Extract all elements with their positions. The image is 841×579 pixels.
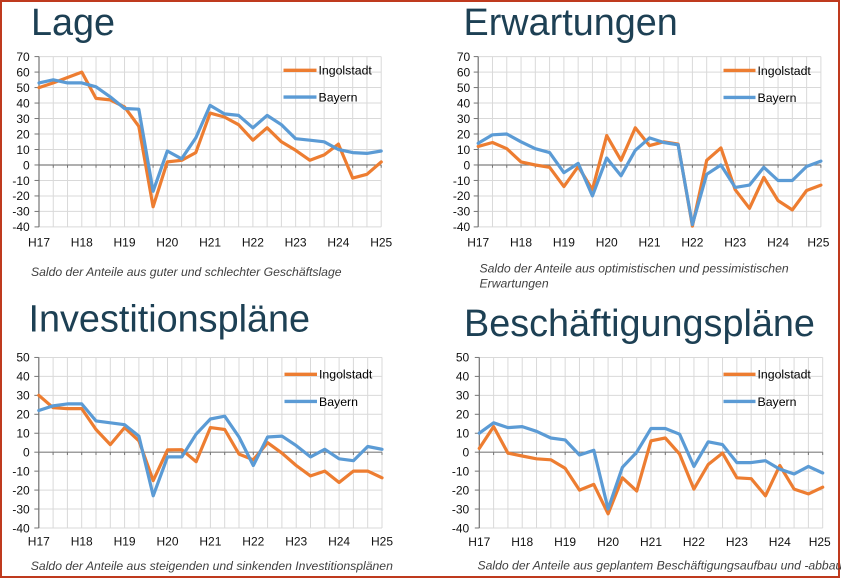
svg-text:10: 10 xyxy=(456,427,470,441)
svg-text:40: 40 xyxy=(16,370,30,384)
svg-text:20: 20 xyxy=(457,127,471,141)
svg-text:Ingolstadt: Ingolstadt xyxy=(758,64,812,78)
svg-text:70: 70 xyxy=(457,50,471,64)
svg-text:H19: H19 xyxy=(553,236,575,250)
svg-text:H18: H18 xyxy=(71,535,93,549)
svg-text:70: 70 xyxy=(16,50,30,64)
svg-text:-20: -20 xyxy=(12,483,30,497)
svg-text:Lage: Lage xyxy=(31,2,115,44)
svg-text:H17: H17 xyxy=(28,236,50,250)
svg-text:H21: H21 xyxy=(199,236,221,250)
svg-text:50: 50 xyxy=(16,351,30,365)
svg-text:H25: H25 xyxy=(371,535,393,549)
svg-text:-30: -30 xyxy=(12,205,30,219)
svg-text:H24: H24 xyxy=(328,535,350,549)
svg-text:H17: H17 xyxy=(467,236,489,250)
svg-text:-40: -40 xyxy=(12,220,30,234)
svg-text:H25: H25 xyxy=(370,236,392,250)
svg-text:-20: -20 xyxy=(453,189,471,203)
svg-text:50: 50 xyxy=(456,351,470,365)
svg-text:Erwartungen: Erwartungen xyxy=(480,276,549,290)
svg-text:60: 60 xyxy=(16,65,30,79)
svg-text:30: 30 xyxy=(16,112,30,126)
svg-text:60: 60 xyxy=(457,65,471,79)
svg-text:10: 10 xyxy=(457,143,471,157)
svg-text:-10: -10 xyxy=(453,174,471,188)
svg-text:50: 50 xyxy=(16,81,30,95)
svg-text:-10: -10 xyxy=(12,464,30,478)
svg-text:Erwartungen: Erwartungen xyxy=(464,2,678,44)
svg-text:-30: -30 xyxy=(452,502,470,516)
svg-text:Bayern: Bayern xyxy=(319,91,358,105)
svg-text:H22: H22 xyxy=(242,535,264,549)
svg-text:H24: H24 xyxy=(767,236,789,250)
svg-text:H24: H24 xyxy=(769,535,791,549)
svg-text:Investitionspläne: Investitionspläne xyxy=(29,298,311,340)
svg-text:0: 0 xyxy=(23,158,30,172)
svg-text:-20: -20 xyxy=(12,189,30,203)
svg-text:Ingolstadt: Ingolstadt xyxy=(758,368,812,382)
svg-text:Saldo der Anteile aus steigend: Saldo der Anteile aus steigenden und sin… xyxy=(31,559,393,573)
svg-text:20: 20 xyxy=(16,408,30,422)
svg-text:40: 40 xyxy=(457,96,471,110)
svg-text:H23: H23 xyxy=(724,236,746,250)
svg-text:H19: H19 xyxy=(113,236,135,250)
svg-text:Saldo der Anteile aus geplante: Saldo der Anteile aus geplantem Beschäft… xyxy=(478,558,841,572)
svg-text:Bayern: Bayern xyxy=(758,91,797,105)
svg-text:H19: H19 xyxy=(114,535,136,549)
svg-text:H17: H17 xyxy=(28,535,50,549)
svg-text:10: 10 xyxy=(16,427,30,441)
svg-text:H20: H20 xyxy=(156,236,178,250)
svg-text:H21: H21 xyxy=(199,535,221,549)
svg-text:0: 0 xyxy=(464,158,471,172)
svg-text:H20: H20 xyxy=(596,236,618,250)
svg-text:Beschäftigungspläne: Beschäftigungspläne xyxy=(464,303,815,345)
svg-text:H25: H25 xyxy=(807,236,829,250)
svg-text:H23: H23 xyxy=(285,535,307,549)
svg-text:H22: H22 xyxy=(683,535,705,549)
svg-text:Ingolstadt: Ingolstadt xyxy=(319,368,373,382)
svg-text:-10: -10 xyxy=(452,464,470,478)
svg-text:Bayern: Bayern xyxy=(319,395,358,409)
svg-text:H22: H22 xyxy=(681,236,703,250)
svg-text:H17: H17 xyxy=(468,535,490,549)
svg-text:Bayern: Bayern xyxy=(758,395,797,409)
svg-text:Saldo der Anteile aus optimist: Saldo der Anteile aus optimistischen und… xyxy=(480,261,789,275)
svg-text:H18: H18 xyxy=(511,535,533,549)
svg-text:H23: H23 xyxy=(726,535,748,549)
svg-text:H20: H20 xyxy=(597,535,619,549)
svg-text:20: 20 xyxy=(456,408,470,422)
svg-text:0: 0 xyxy=(23,446,30,460)
svg-text:30: 30 xyxy=(457,112,471,126)
svg-text:-30: -30 xyxy=(453,205,471,219)
svg-text:Saldo der Anteile aus guter un: Saldo der Anteile aus guter und schlecht… xyxy=(31,265,342,279)
svg-text:30: 30 xyxy=(16,389,30,403)
svg-text:-30: -30 xyxy=(12,502,30,516)
svg-text:H24: H24 xyxy=(327,236,349,250)
svg-text:10: 10 xyxy=(16,143,30,157)
svg-text:Ingolstadt: Ingolstadt xyxy=(319,64,373,78)
svg-text:H21: H21 xyxy=(638,236,660,250)
svg-text:H18: H18 xyxy=(510,236,532,250)
svg-text:H25: H25 xyxy=(809,535,831,549)
svg-text:40: 40 xyxy=(456,370,470,384)
svg-text:-20: -20 xyxy=(452,483,470,497)
svg-text:H19: H19 xyxy=(554,535,576,549)
svg-text:-40: -40 xyxy=(452,521,470,535)
svg-text:50: 50 xyxy=(457,81,471,95)
svg-text:H23: H23 xyxy=(285,236,307,250)
svg-text:H22: H22 xyxy=(242,236,264,250)
svg-text:-40: -40 xyxy=(12,521,30,535)
svg-text:40: 40 xyxy=(16,96,30,110)
svg-text:-10: -10 xyxy=(12,174,30,188)
svg-text:30: 30 xyxy=(456,389,470,403)
svg-text:H21: H21 xyxy=(640,535,662,549)
svg-text:H18: H18 xyxy=(71,236,93,250)
svg-text:H20: H20 xyxy=(156,535,178,549)
svg-text:-40: -40 xyxy=(453,220,471,234)
svg-text:20: 20 xyxy=(16,127,30,141)
svg-text:0: 0 xyxy=(463,446,470,460)
